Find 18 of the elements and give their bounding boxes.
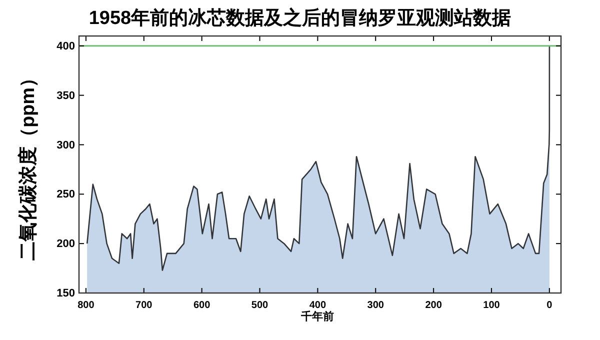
x-tick-label: 100: [483, 300, 500, 312]
chart-title: 1958年前的冰芯数据及之后的冒纳罗亚观测站数据: [88, 7, 512, 29]
y-tick-label: 350: [56, 90, 75, 102]
x-tick-label: 800: [78, 300, 95, 312]
x-tick-label: 200: [425, 300, 442, 312]
x-tick-label: 500: [251, 300, 269, 312]
x-tick-label: 300: [367, 300, 384, 312]
y-tick-label: 150: [56, 288, 75, 300]
y-tick-label: 300: [56, 139, 75, 152]
y-axis-title: 二氧化碳浓度（ppm）: [17, 68, 39, 261]
y-tick-label: 400: [56, 40, 75, 52]
x-axis-title: 千年前: [300, 310, 334, 323]
x-tick-label: 400: [309, 300, 326, 312]
x-tick-label: 700: [136, 300, 153, 312]
y-tick-label: 250: [56, 188, 75, 201]
y-tick-label: 200: [56, 238, 75, 250]
x-tick-label: 0: [546, 300, 553, 312]
x-tick-label: 600: [193, 300, 211, 312]
